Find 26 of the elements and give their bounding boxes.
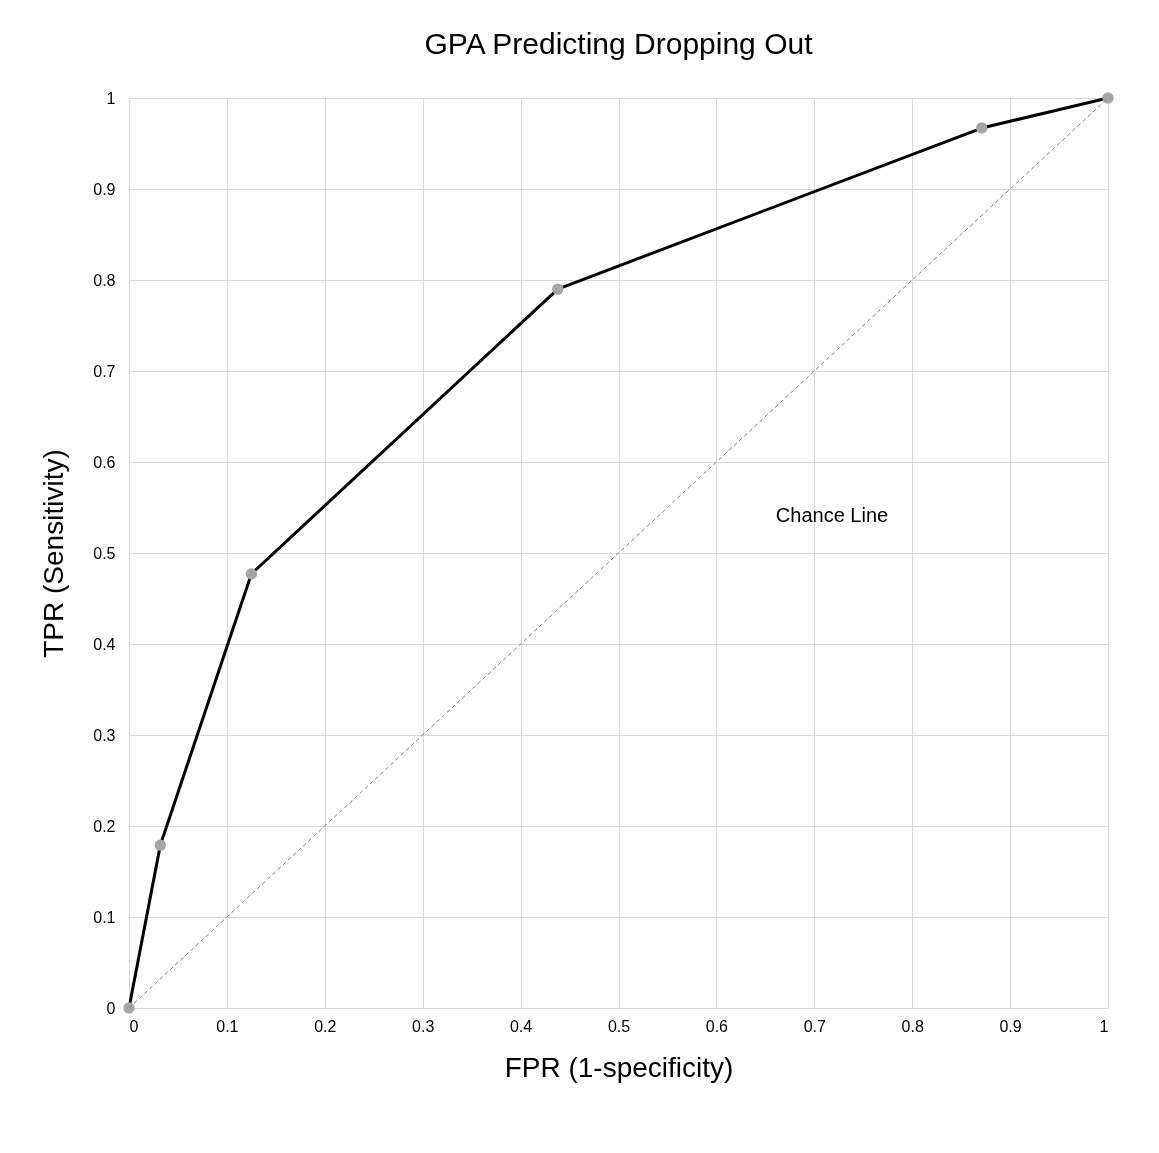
x-tick-label: 0.1 bbox=[216, 1017, 239, 1035]
x-tick-label: 0.2 bbox=[314, 1017, 337, 1035]
x-tick-label: 0.9 bbox=[999, 1017, 1022, 1035]
y-tick-label: 0.5 bbox=[93, 544, 116, 562]
y-tick-label: 0.8 bbox=[93, 271, 116, 289]
x-axis-title: FPR (1-specificity) bbox=[504, 1051, 734, 1083]
annotation: Chance Line bbox=[775, 504, 889, 526]
y-tick-label: 0.6 bbox=[93, 453, 116, 471]
x-tick-label: 0.3 bbox=[412, 1017, 435, 1035]
x-tick-label: 0.8 bbox=[901, 1017, 924, 1035]
x-tick-label: 0.6 bbox=[705, 1017, 729, 1035]
x-tick-label: 0.5 bbox=[607, 1017, 631, 1035]
y-tick-label: 0.4 bbox=[93, 635, 116, 653]
x-tick-label: 0 bbox=[129, 1017, 139, 1035]
y-tick-label: 0.3 bbox=[93, 726, 116, 744]
y-tick-label: 1 bbox=[106, 89, 116, 107]
x-tick-label: 1 bbox=[1099, 1017, 1109, 1035]
x-tick-label: 0.4 bbox=[509, 1017, 533, 1035]
x-tick-label: 0.7 bbox=[803, 1017, 827, 1035]
y-tick-label: 0 bbox=[106, 999, 116, 1017]
y-tick-label: 0.7 bbox=[93, 362, 116, 380]
y-tick-label: 0.2 bbox=[93, 817, 116, 835]
y-axis-title: TPR (Sensitivity) bbox=[38, 449, 70, 658]
chart-title: GPA Predicting Dropping Out bbox=[424, 27, 814, 60]
y-tick-label: 0.9 bbox=[93, 180, 116, 198]
y-tick-label: 0.1 bbox=[93, 908, 116, 926]
